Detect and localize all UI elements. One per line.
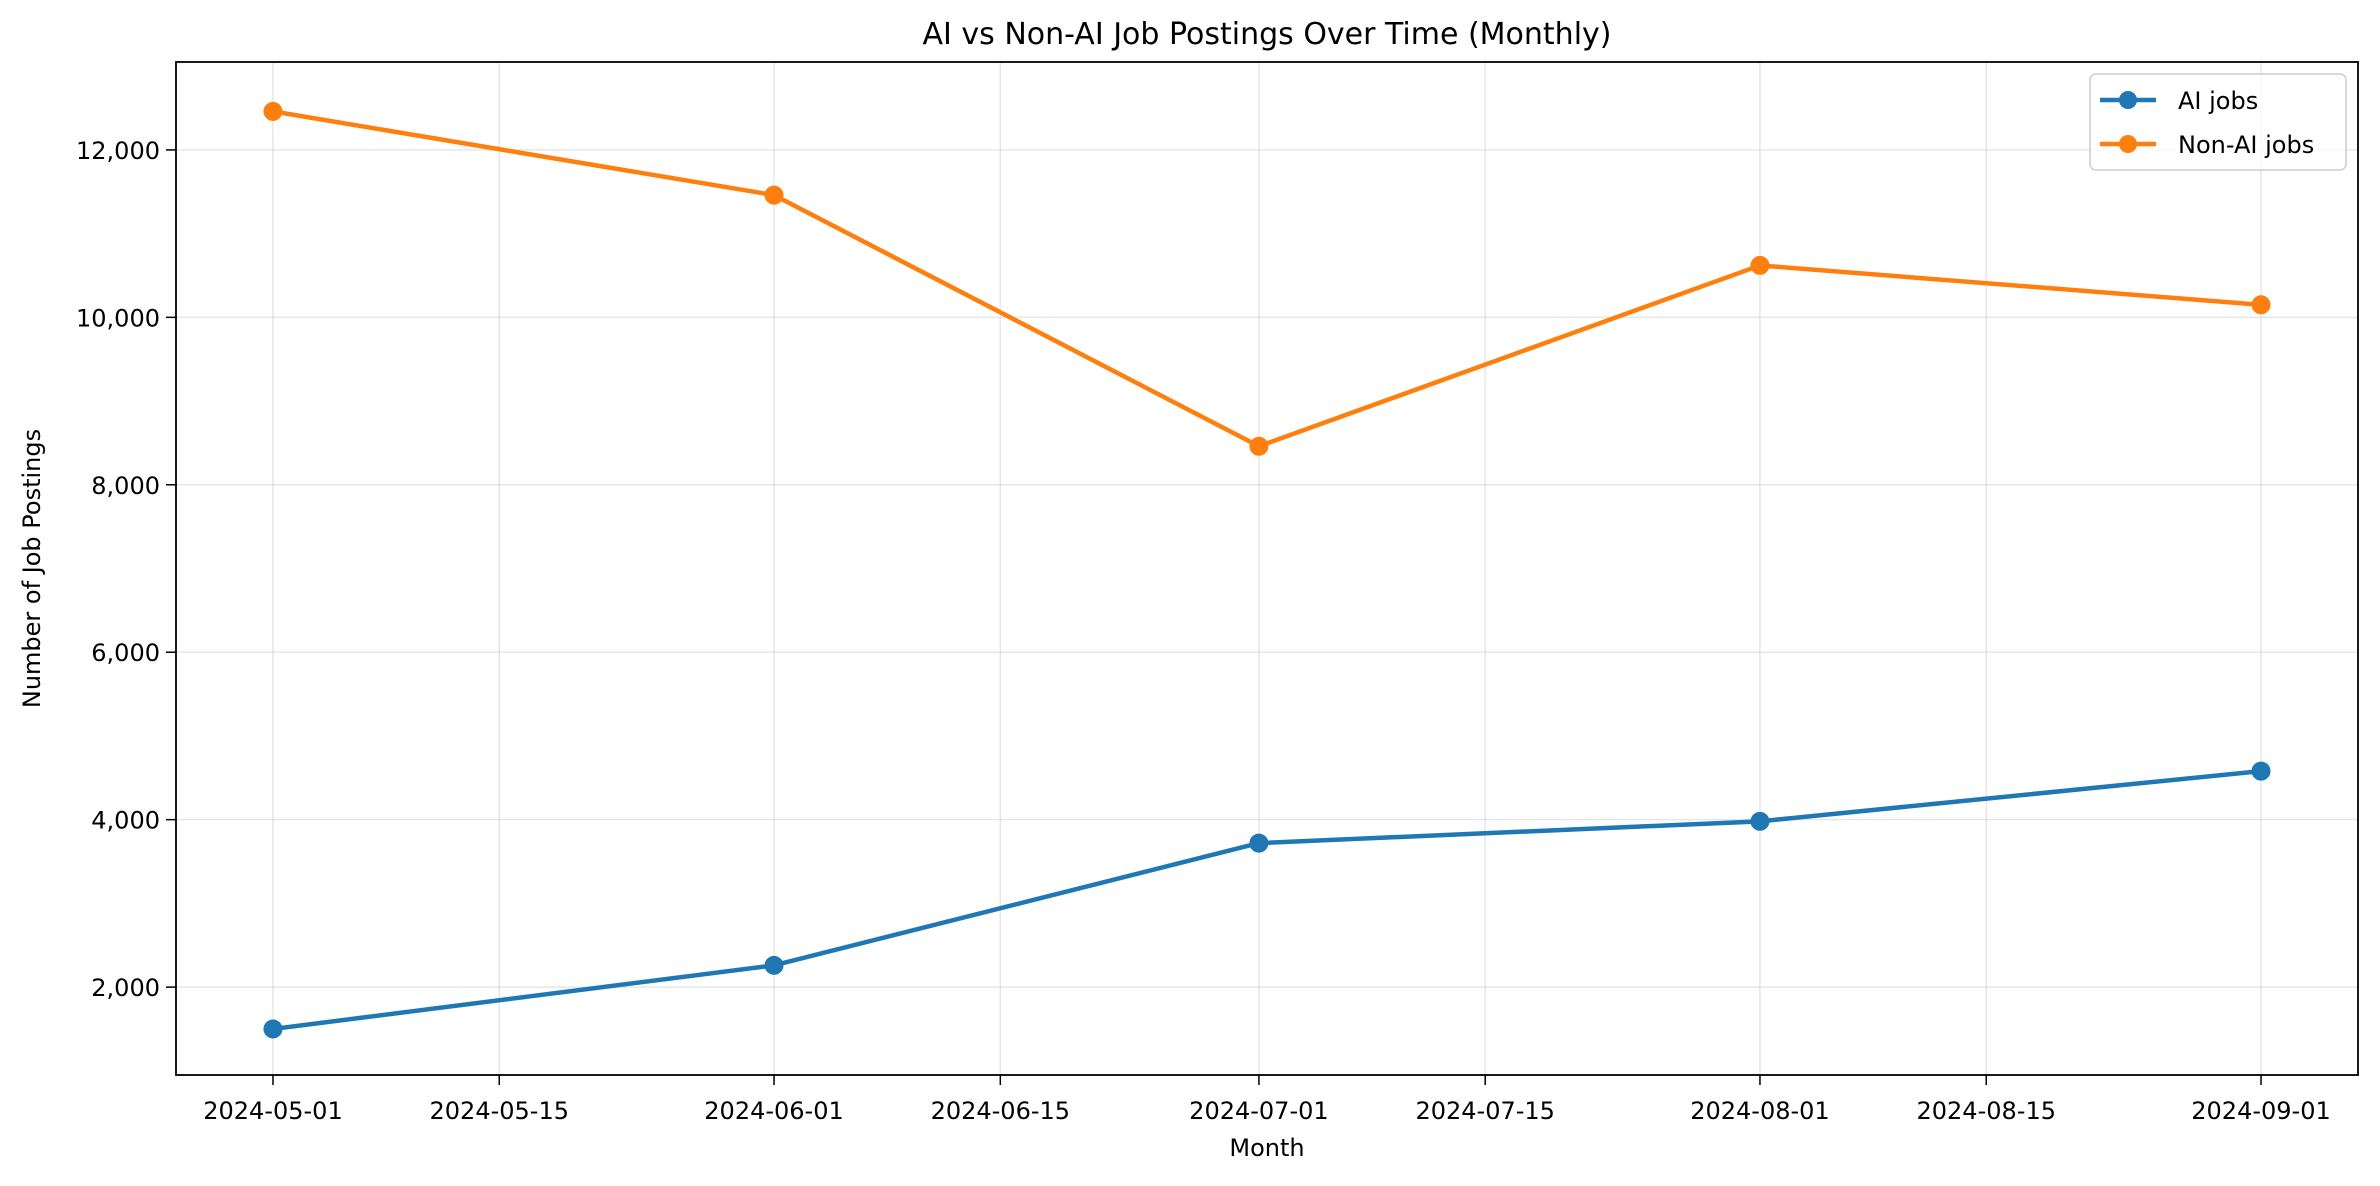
legend-label: Non-AI jobs [2178,131,2314,159]
x-axis-label: Month [1229,1134,1304,1162]
legend-entry: AI jobs [2100,87,2258,115]
y-axis-label: Number of Job Postings [18,429,46,708]
legend: AI jobs Non-AI jobs [2089,73,2347,171]
legend-entry: Non-AI jobs [2100,131,2314,159]
data-point [1750,255,1770,275]
data-point [764,955,784,975]
data-point [1249,436,1269,456]
data-point [764,185,784,205]
x-tick-label: 2024-07-15 [1415,1097,1554,1125]
data-point [1249,833,1269,853]
series-ai-jobs [263,761,2271,1039]
y-tick-label: 12,000 [76,137,160,165]
x-tick-label: 2024-05-15 [430,1097,569,1125]
y-tick-label: 10,000 [76,304,160,332]
data-point [1750,811,1770,831]
x-tick-label: 2024-06-01 [704,1097,843,1125]
chart-title: AI vs Non-AI Job Postings Over Time (Mon… [923,17,1612,52]
x-tick-label: 2024-09-01 [2191,1097,2330,1125]
plot-frame [175,61,2359,1076]
data-point [2251,295,2271,315]
y-tick-label: 4,000 [91,807,160,835]
data-point [263,101,283,121]
x-tick-label: 2024-06-15 [931,1097,1070,1125]
legend-marker [2119,91,2137,109]
tick-layer: 2024-05-01 2024-05-15 2024-06-01 2024-06-15… [76,137,2331,1125]
data-point [263,1019,283,1039]
series-line [270,108,2264,449]
x-tick-label: 2024-08-15 [1917,1097,2056,1125]
legend-marker [2119,135,2137,153]
x-tick-label: 2024-05-01 [203,1097,342,1125]
grid-layer [176,62,2358,1075]
y-tick-label: 2,000 [91,974,160,1002]
y-tick-label: 6,000 [91,639,160,667]
legend-label: AI jobs [2178,87,2258,115]
series-non-ai-jobs [263,101,2271,456]
series-layer [263,101,2271,1039]
y-tick-label: 8,000 [91,472,160,500]
data-point [2251,761,2271,781]
series-line [270,768,2264,1032]
x-tick-label: 2024-07-01 [1189,1097,1328,1125]
x-tick-label: 2024-08-01 [1690,1097,1829,1125]
